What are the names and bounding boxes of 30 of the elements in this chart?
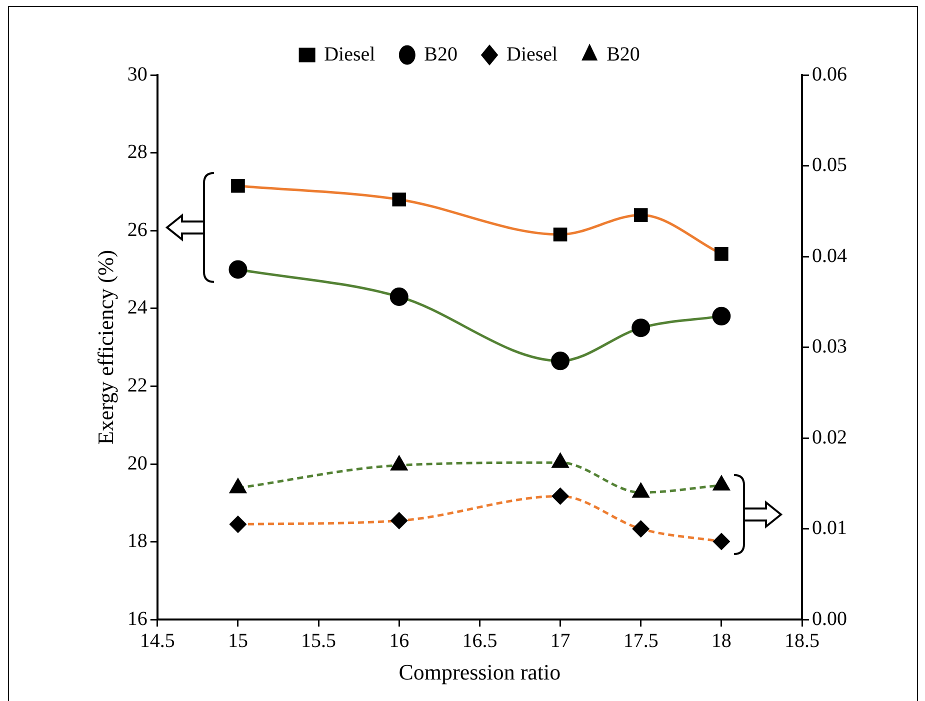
- y2-tick-label: 0.02: [812, 426, 847, 448]
- legend-label: Diesel: [506, 43, 558, 66]
- y2-tick-label: 0.04: [812, 244, 847, 267]
- y-tick-label: 22: [127, 374, 148, 396]
- y-tick-label: 16: [127, 608, 148, 630]
- y-tick-label: 20: [127, 452, 148, 474]
- x-tick-label: 14.5: [140, 630, 175, 652]
- x-tick-label: 15: [228, 630, 248, 652]
- y-tick-label: 26: [127, 218, 148, 241]
- y2-tick-label: 0.00: [812, 608, 847, 630]
- x-tick-label: 18.5: [784, 630, 820, 652]
- legend-label: Diesel: [324, 43, 376, 66]
- legend-label: B20: [606, 43, 640, 66]
- y-axis-title: Exergy efficiency (%): [92, 250, 118, 445]
- x-tick-label: 17.5: [623, 630, 658, 652]
- x-tick-label: 15.5: [301, 630, 336, 652]
- y2-tick-label: 0.06: [812, 63, 847, 86]
- y-tick-label: 24: [127, 296, 148, 319]
- x-tick-label: 16.5: [462, 630, 498, 652]
- x-tick-label: 18: [711, 630, 732, 652]
- y2-tick-label: 0.03: [812, 336, 847, 358]
- y-tick-label: 28: [127, 141, 148, 164]
- y-tick-label: 18: [127, 530, 148, 552]
- x-axis-title: Compression ratio: [398, 660, 561, 685]
- x-tick-label: 17: [550, 630, 570, 652]
- x-tick-label: 16: [389, 630, 410, 652]
- y2-tick-label: 0.05: [812, 154, 847, 176]
- legend-label: B20: [424, 43, 458, 66]
- y2-tick-label: 0.01: [812, 517, 847, 540]
- y-tick-label: 30: [127, 63, 148, 86]
